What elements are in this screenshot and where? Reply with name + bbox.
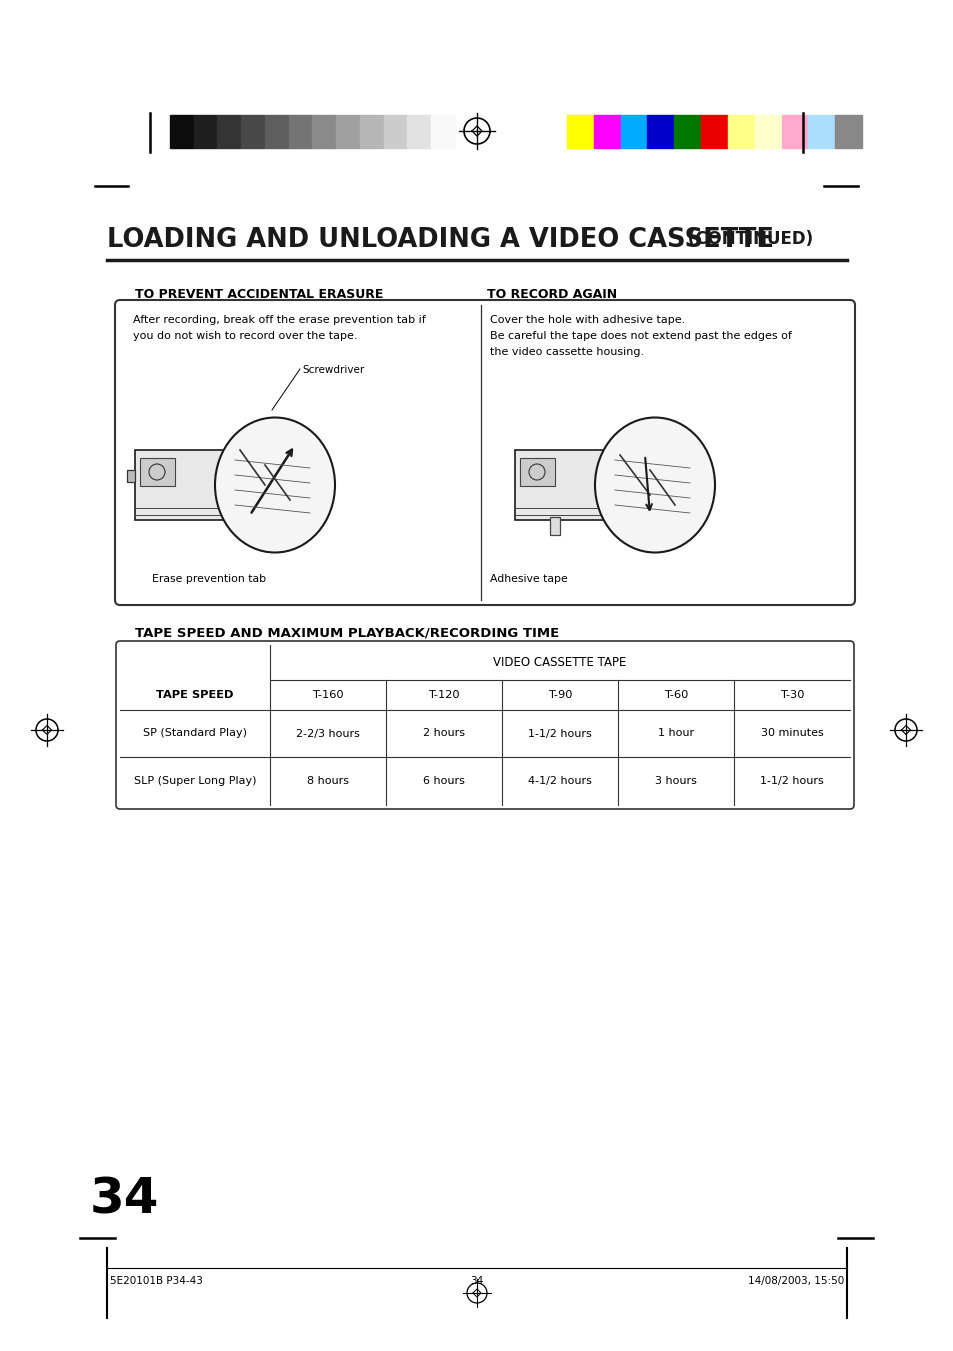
Bar xyxy=(727,115,754,149)
Text: TAPE SPEED AND MAXIMUM PLAYBACK/RECORDING TIME: TAPE SPEED AND MAXIMUM PLAYBACK/RECORDIN… xyxy=(135,626,558,639)
Bar xyxy=(193,115,217,149)
Text: T-90: T-90 xyxy=(547,690,572,700)
Text: (CONTINUED): (CONTINUED) xyxy=(681,230,812,249)
Bar xyxy=(674,115,700,149)
Text: T-120: T-120 xyxy=(428,690,459,700)
Text: 1 hour: 1 hour xyxy=(658,728,694,739)
Text: T-30: T-30 xyxy=(779,690,803,700)
Text: TAPE SPEED: TAPE SPEED xyxy=(156,690,233,700)
Text: 34: 34 xyxy=(90,1175,159,1223)
Bar xyxy=(807,115,834,149)
Text: Erase prevention tab: Erase prevention tab xyxy=(152,574,266,584)
Text: the video cassette housing.: the video cassette housing. xyxy=(490,347,643,357)
Bar xyxy=(335,115,359,149)
Text: Adhesive tape: Adhesive tape xyxy=(490,574,567,584)
Ellipse shape xyxy=(595,417,714,553)
Bar xyxy=(265,115,289,149)
Bar xyxy=(834,115,862,149)
Bar xyxy=(566,115,593,149)
Bar xyxy=(359,115,383,149)
Text: Be careful the tape does not extend past the edges of: Be careful the tape does not extend past… xyxy=(490,331,791,340)
Bar xyxy=(289,115,313,149)
Text: T-60: T-60 xyxy=(663,690,687,700)
Bar xyxy=(519,458,555,486)
Text: 14/08/2003, 15:50: 14/08/2003, 15:50 xyxy=(747,1275,843,1286)
Bar xyxy=(170,115,193,149)
Text: Cover the hole with adhesive tape.: Cover the hole with adhesive tape. xyxy=(490,315,684,326)
Bar xyxy=(313,115,335,149)
Bar xyxy=(431,115,455,149)
Text: 4-1/2 hours: 4-1/2 hours xyxy=(528,775,591,786)
Text: VIDEO CASSETTE TAPE: VIDEO CASSETTE TAPE xyxy=(493,657,626,669)
Bar xyxy=(593,115,620,149)
Text: you do not wish to record over the tape.: you do not wish to record over the tape. xyxy=(132,331,357,340)
Bar xyxy=(754,115,781,149)
Text: SLP (Super Long Play): SLP (Super Long Play) xyxy=(133,775,256,786)
Ellipse shape xyxy=(214,417,335,553)
Text: LOADING AND UNLOADING A VIDEO CASSETTE: LOADING AND UNLOADING A VIDEO CASSETTE xyxy=(107,227,773,253)
Text: Screwdriver: Screwdriver xyxy=(302,365,364,376)
Bar xyxy=(550,517,559,535)
Text: 2-2/3 hours: 2-2/3 hours xyxy=(295,728,359,739)
Text: 1-1/2 hours: 1-1/2 hours xyxy=(760,775,823,786)
Bar xyxy=(781,115,807,149)
Bar xyxy=(515,450,604,520)
Bar xyxy=(127,470,135,482)
Bar xyxy=(383,115,407,149)
Text: 8 hours: 8 hours xyxy=(307,775,349,786)
Bar xyxy=(700,115,727,149)
Text: 3 hours: 3 hours xyxy=(655,775,697,786)
Bar xyxy=(217,115,241,149)
Text: After recording, break off the erase prevention tab if: After recording, break off the erase pre… xyxy=(132,315,425,326)
FancyBboxPatch shape xyxy=(115,300,854,605)
Bar xyxy=(620,115,647,149)
Bar xyxy=(135,450,225,520)
FancyBboxPatch shape xyxy=(116,640,853,809)
Text: 34: 34 xyxy=(470,1275,483,1286)
Text: TO RECORD AGAIN: TO RECORD AGAIN xyxy=(486,288,617,301)
Text: 2 hours: 2 hours xyxy=(422,728,464,739)
Text: SP (Standard Play): SP (Standard Play) xyxy=(143,728,247,739)
Bar xyxy=(407,115,431,149)
Text: 30 minutes: 30 minutes xyxy=(760,728,822,739)
Text: TO PREVENT ACCIDENTAL ERASURE: TO PREVENT ACCIDENTAL ERASURE xyxy=(135,288,383,301)
Text: 1-1/2 hours: 1-1/2 hours xyxy=(528,728,591,739)
Bar xyxy=(241,115,265,149)
Bar xyxy=(647,115,674,149)
Bar xyxy=(140,458,174,486)
Text: 6 hours: 6 hours xyxy=(422,775,464,786)
Text: T-160: T-160 xyxy=(312,690,343,700)
Text: 5E20101B P34-43: 5E20101B P34-43 xyxy=(110,1275,203,1286)
